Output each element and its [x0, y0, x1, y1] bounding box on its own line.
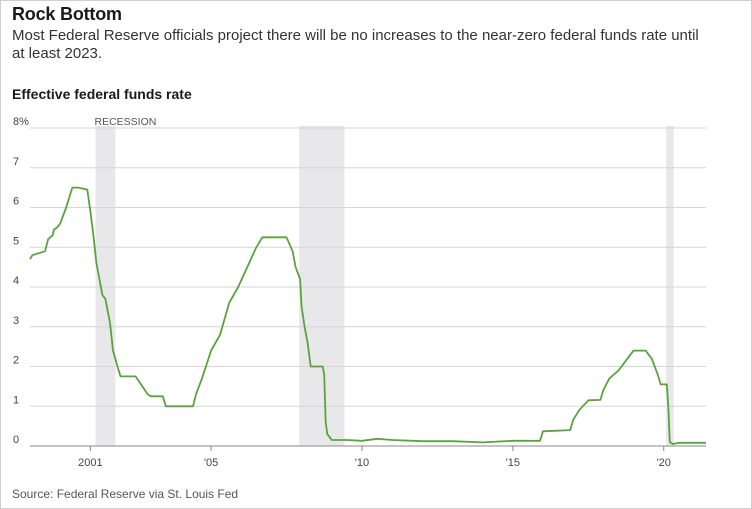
y-tick-label: 8% — [13, 116, 29, 128]
y-tick-label: 0 — [13, 434, 19, 446]
chart-title: Effective federal funds rate — [12, 86, 192, 102]
recession-band-1 — [95, 126, 116, 446]
recession-band-2 — [299, 126, 345, 446]
y-tick-label: 2 — [13, 355, 19, 367]
x-tick-label: '10 — [355, 457, 369, 469]
y-tick-label: 5 — [13, 235, 19, 247]
y-axis-ticks: 0 1 2 3 4 5 6 7 8% — [13, 116, 29, 446]
y-tick-label: 7 — [13, 156, 19, 168]
fed-funds-rate-line — [29, 186, 706, 445]
source-note: Source: Federal Reserve via St. Louis Fe… — [12, 487, 239, 501]
x-tick-label: '05 — [204, 457, 218, 469]
x-tick-label: '20 — [657, 457, 671, 469]
recession-label: RECESSION — [94, 116, 156, 128]
y-tick-label: 1 — [13, 394, 19, 406]
x-tick-label: 2001 — [78, 457, 102, 469]
recession-bands — [95, 126, 674, 446]
gridlines — [30, 127, 706, 447]
y-tick-label: 3 — [13, 315, 19, 327]
y-tick-label: 4 — [13, 275, 19, 287]
y-tick-label: 6 — [13, 196, 19, 208]
recession-band-3 — [666, 126, 674, 446]
x-axis-ticks: 2001 '05 '10 '15 '20 — [78, 446, 671, 469]
page-title: Rock Bottom — [12, 4, 122, 24]
x-tick-label: '15 — [506, 457, 520, 469]
page-subtitle: Most Federal Reserve officials project t… — [12, 27, 699, 62]
